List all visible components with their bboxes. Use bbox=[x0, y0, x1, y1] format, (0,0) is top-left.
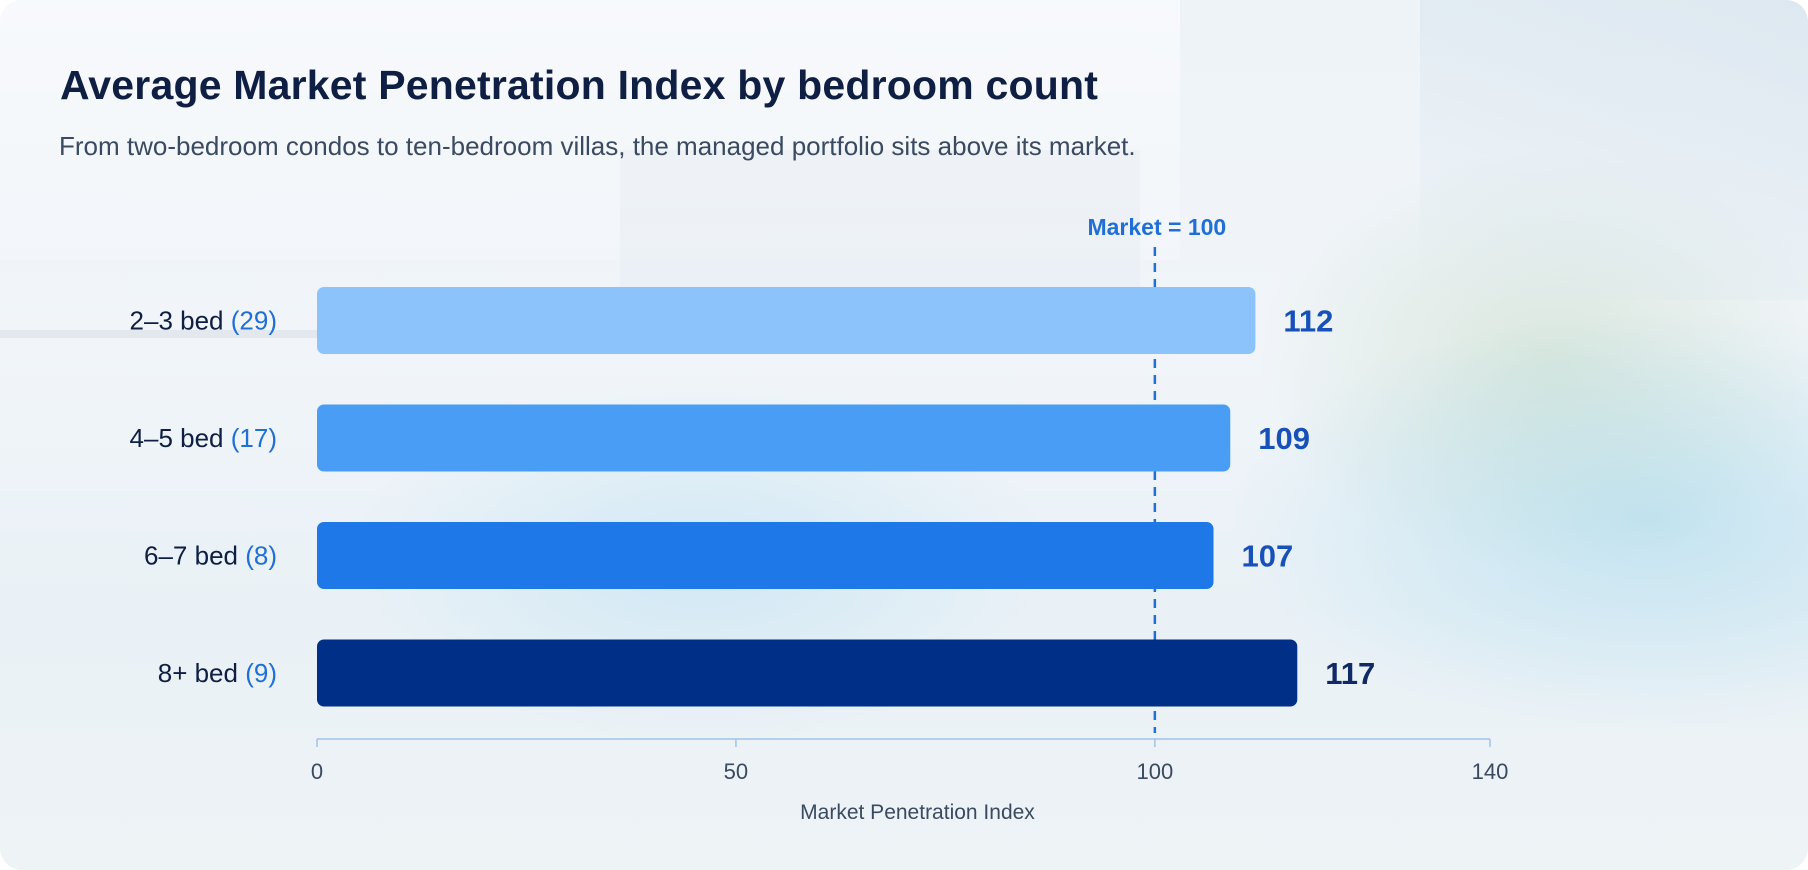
category-count: (8) bbox=[245, 541, 277, 571]
data-label-2: 109 bbox=[1258, 421, 1310, 456]
background-balcony bbox=[620, 150, 1140, 300]
bar-1 bbox=[317, 287, 1256, 354]
reference-line-label: Market = 100 bbox=[1087, 214, 1226, 240]
category-name: 4–5 bed bbox=[130, 423, 231, 453]
data-label-4: 117 bbox=[1325, 656, 1375, 691]
chart-title: Average Market Penetration Index by bedr… bbox=[60, 62, 1099, 108]
chart-subtitle: From two-bedroom condos to ten-bedroom v… bbox=[59, 131, 1136, 161]
category-name: 2–3 bed bbox=[130, 306, 231, 336]
category-count: (29) bbox=[231, 306, 277, 336]
bar-4 bbox=[317, 639, 1298, 707]
category-count: (9) bbox=[245, 658, 277, 688]
category-name: 6–7 bed bbox=[144, 541, 245, 571]
data-label-1: 112 bbox=[1283, 304, 1333, 339]
background-building bbox=[0, 0, 1180, 260]
bar-3 bbox=[317, 522, 1214, 589]
x-tick-label-1: 0 bbox=[311, 759, 323, 784]
x-axis-title: Market Penetration Index bbox=[800, 801, 1035, 824]
x-tick-label-2: 50 bbox=[724, 759, 748, 784]
data-label-3: 107 bbox=[1242, 539, 1294, 574]
category-name: 8+ bed bbox=[158, 658, 245, 688]
background-sky bbox=[1420, 0, 1808, 300]
bar-2 bbox=[317, 404, 1231, 472]
category-label-4: 8+ bed (9) bbox=[158, 658, 277, 688]
category-count: (17) bbox=[231, 423, 277, 453]
category-label-1: 2–3 bed (29) bbox=[130, 306, 277, 336]
category-label-2: 4–5 bed (17) bbox=[130, 423, 277, 453]
x-tick-label-3: 100 bbox=[1136, 759, 1173, 784]
category-label-3: 6–7 bed (8) bbox=[144, 541, 277, 571]
x-tick-label-4: 140 bbox=[1472, 759, 1509, 784]
